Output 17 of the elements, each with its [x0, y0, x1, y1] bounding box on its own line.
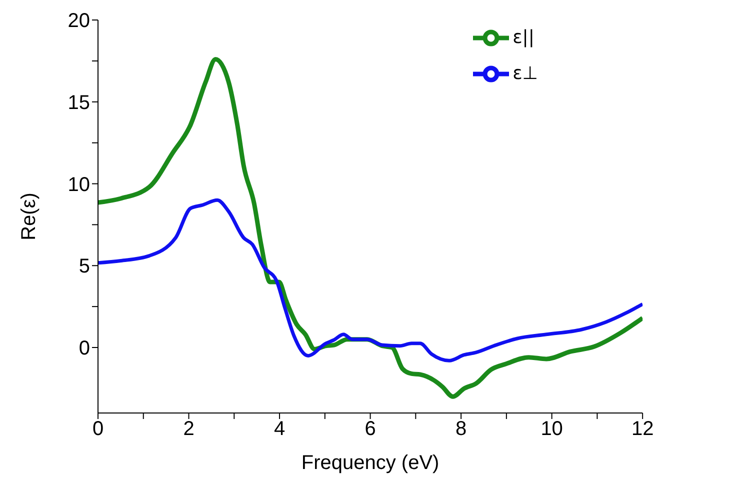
- y-axis-title: Re(ε): [18, 192, 40, 240]
- x-axis-title: Frequency (eV): [301, 452, 440, 474]
- y-tick-label: 0: [78, 338, 90, 360]
- line-series: [98, 198, 643, 362]
- x-tick-label: 8: [455, 418, 467, 440]
- legend-label: ε⊥: [512, 62, 538, 84]
- y-tick-label: 5: [78, 256, 90, 278]
- x-tick-label: 6: [364, 418, 376, 440]
- x-tick-label: 4: [274, 418, 286, 440]
- x-tick-label: 10: [540, 418, 563, 440]
- y-tick-label: 20: [68, 10, 90, 32]
- line-series: [98, 57, 643, 399]
- x-tick-label: 12: [631, 418, 654, 440]
- y-tick-label: 15: [68, 92, 90, 114]
- x-tick-label: 2: [183, 418, 194, 440]
- legend-label: ε||: [512, 26, 534, 48]
- y-tick-label: 10: [68, 174, 90, 196]
